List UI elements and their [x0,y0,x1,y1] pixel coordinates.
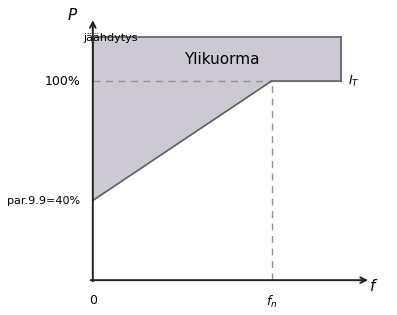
Text: par.9.9=40%: par.9.9=40% [7,196,80,205]
Text: jäähdytys: jäähdytys [83,33,137,43]
Text: 100%: 100% [44,75,80,88]
Polygon shape [93,81,272,201]
Text: $f_n$: $f_n$ [266,294,277,310]
Text: $P$: $P$ [67,7,78,23]
Text: $I_T$: $I_T$ [349,73,360,89]
Text: Ylikuorma: Ylikuorma [184,52,260,67]
Polygon shape [93,37,341,81]
Text: $f$: $f$ [369,278,378,294]
Text: 0: 0 [89,294,97,307]
